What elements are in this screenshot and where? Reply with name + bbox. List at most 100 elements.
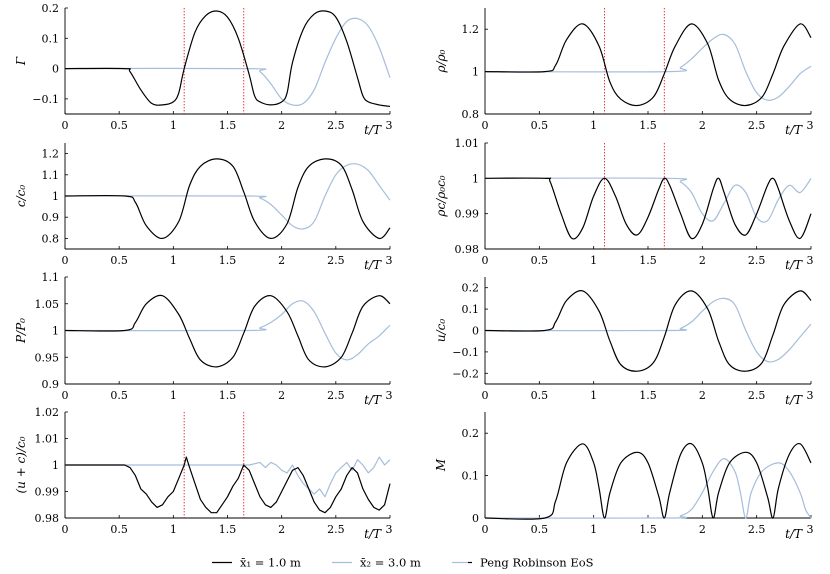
y-tick-label: 1.02 [35,406,60,419]
x-tick-label: 1 [170,523,177,536]
x-axis-label: t/T [785,123,803,137]
y-tick-label: 1.1 [42,271,60,284]
series-x2-line [484,33,812,101]
series-x2-line [484,177,812,223]
y-axis-label: Γ [14,56,28,66]
x-axis-label: t/T [364,258,382,272]
y-tick-label: 0 [472,325,479,338]
series-x1-line [64,10,391,107]
x-tick-label: 0 [482,119,489,132]
x-tick-label: 1.5 [219,523,237,536]
y-tick-label: 1.01 [455,137,480,150]
legend-label-peng: Peng Robinson EoS [480,556,594,570]
x-tick-label: 2.5 [327,389,345,402]
x-tick-label: 1 [590,254,597,267]
x-axis-label: t/T [785,527,803,541]
x-tick-label: 2 [278,389,285,402]
panels: 0 0.5 1 1.5 2 2.5 3 t/T −0.1 0 0.1 0.2 Γ 0 0.5 1 1.5 2 2.5… [14,2,814,541]
y-tick-label: 0.8 [462,108,480,121]
y-tick-label: 0.99 [455,208,480,221]
series-x1-line [484,177,812,240]
x-tick-label: 2 [278,119,285,132]
x-tick-label: 1.5 [639,389,657,402]
x-tick-label: 0 [62,523,69,536]
series-x2-line [65,456,391,498]
series-x1-line [65,456,391,514]
y-tick-label: 1.2 [462,23,480,36]
x-tick-label: 1.5 [219,389,237,402]
x-tick-label: 2 [699,254,706,267]
y-axis-label: ρc/ρ₀c₀ [434,175,448,217]
y-axis-label: ρ/ρ₀ [434,49,448,73]
x-tick-label: 1.5 [639,119,657,132]
x-axis-label: t/T [364,123,382,137]
x-tick-label: 0.5 [531,523,549,536]
series-x1-line [484,289,812,372]
x-tick-label: 0 [482,389,489,402]
y-tick-label: 0.9 [42,378,60,391]
x-tick-label: 2 [699,119,706,132]
x-tick-label: 2.5 [748,389,766,402]
x-tick-label: 2.5 [327,523,345,536]
x-axis-label: t/T [364,393,382,407]
x-tick-label: 0 [62,119,69,132]
x-axis-label: t/T [785,258,803,272]
x-tick-label: 1 [170,254,177,267]
y-tick-label: −0.2 [452,367,479,380]
x-tick-label: 0 [62,389,69,402]
x-tick-label: 3 [807,523,814,536]
x-tick-label: 3 [807,389,814,402]
y-axis-label: u/c₀ [434,319,448,342]
y-tick-label: 0.2 [462,427,480,440]
legend: x̄₁ = 1.0 m x̄₂ = 3.0 m Peng Robinson Eo… [212,556,594,570]
y-tick-label: 0.9 [42,211,60,224]
x-tick-label: 0.5 [110,523,128,536]
y-tick-label: 0.98 [35,512,60,525]
x-tick-label: 2.5 [327,254,345,267]
x-tick-label: 0.5 [110,119,128,132]
y-tick-label: 1 [472,172,479,185]
y-tick-label: 0.99 [35,486,60,499]
x-tick-label: 0.5 [110,254,128,267]
x-axis-label: t/T [785,393,803,407]
x-tick-label: 1 [590,523,597,536]
x-tick-label: 1 [170,389,177,402]
y-tick-label: 1.05 [35,298,60,311]
panel-P: 0 0.5 1 1.5 2 2.5 3 t/T 0.9 0.95 1 1.05 1.1 P/P₀ [14,271,393,407]
x-tick-label: 1.5 [219,254,237,267]
y-tick-label: 0.95 [35,351,60,364]
x-tick-label: 2 [699,389,706,402]
y-tick-label: 0.1 [462,303,480,316]
y-tick-label: 1.1 [42,169,60,182]
x-tick-label: 2 [278,254,285,267]
x-tick-label: 2 [278,523,285,536]
x-tick-label: 2.5 [748,119,766,132]
x-tick-label: 3 [807,254,814,267]
x-tick-label: 1 [170,119,177,132]
panel-rhoc: 0 0.5 1 1.5 2 2.5 3 t/T 0.98 0.99 1 1.01 ρc/ρ₀c₀ [434,137,814,272]
legend-label-x1: x̄₁ = 1.0 m [240,556,301,570]
x-tick-label: 0.5 [531,254,549,267]
x-tick-label: 2.5 [748,254,766,267]
series-x2-line [64,17,391,107]
y-tick-label: 0.2 [462,282,480,295]
y-tick-label: −0.1 [452,346,479,359]
x-tick-label: 3 [386,523,393,536]
x-tick-label: 2.5 [748,523,766,536]
series-x2-line [64,300,391,361]
series-x2-line [484,458,812,519]
y-tick-label: 0.2 [42,2,60,15]
y-tick-label: 0 [472,512,479,525]
y-tick-label: 0.98 [455,243,480,256]
panel-uc: 0 0.5 1 1.5 2 2.5 3 t/T 0.98 0.99 1 1.01 1.02 (u + c)… [14,406,393,541]
series-x1-line [64,294,391,368]
x-tick-label: 0 [482,254,489,267]
y-axis-label: c/c₀ [14,185,28,207]
x-tick-label: 1.5 [639,254,657,267]
x-tick-label: 3 [807,119,814,132]
series-x2-line [64,163,391,230]
y-axis-label: P/P₀ [14,318,28,344]
x-tick-label: 2.5 [327,119,345,132]
panel-u: 0 0.5 1 1.5 2 2.5 3 t/T −0.2 −0.1 0 0.1 0.2 u/c₀ [434,277,814,407]
